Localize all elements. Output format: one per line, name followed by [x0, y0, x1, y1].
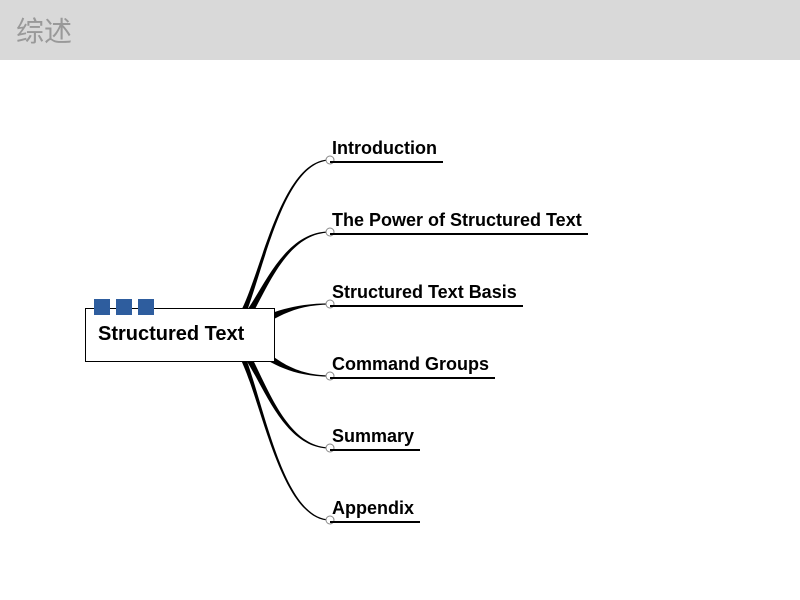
branch-node: The Power of Structured Text [330, 210, 588, 235]
branch-label: Summary [332, 426, 414, 446]
branch-node: Appendix [330, 498, 420, 523]
page-title: 综述 [16, 10, 72, 50]
branch-label: Structured Text Basis [332, 282, 517, 302]
branch-label: Appendix [332, 498, 414, 518]
branch-node: Introduction [330, 138, 443, 163]
central-handles [94, 299, 154, 315]
handle-square [138, 299, 154, 315]
handle-square [116, 299, 132, 315]
handle-square [94, 299, 110, 315]
branch-node: Command Groups [330, 354, 495, 379]
central-label: Structured Text [98, 323, 244, 345]
header-bar: 综述 [0, 0, 800, 60]
central-node: Structured Text [85, 308, 275, 362]
branch-label: Command Groups [332, 354, 489, 374]
branch-label: The Power of Structured Text [332, 210, 582, 230]
mindmap-canvas: Structured Text Introduction The Power of… [0, 60, 800, 600]
branch-node: Summary [330, 426, 420, 451]
branch-node: Structured Text Basis [330, 282, 523, 307]
branch-label: Introduction [332, 138, 437, 158]
